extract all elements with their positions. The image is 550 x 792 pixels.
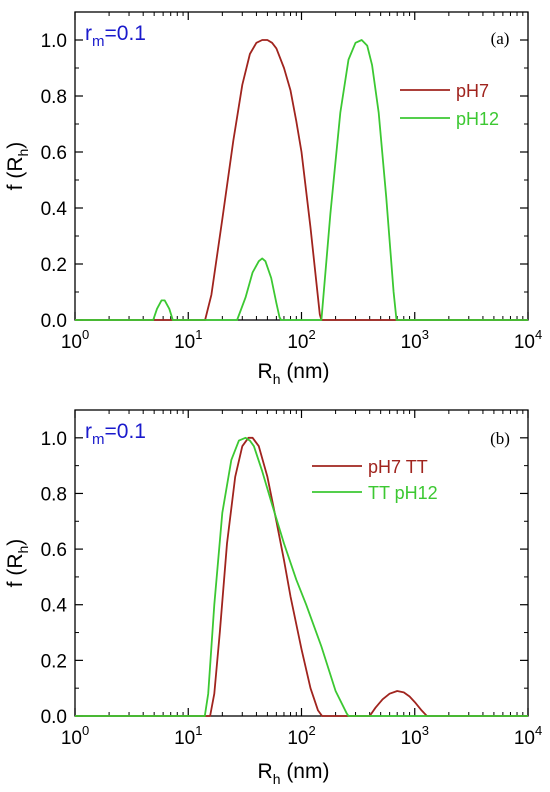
x-tick-label: 104	[514, 327, 542, 353]
y-axis-title-sub: h	[15, 149, 31, 157]
x-axis-title-tail: (nm)	[280, 360, 329, 383]
x-tick-label: 101	[174, 327, 202, 353]
x-axis-title: Rh (nm)	[258, 360, 330, 387]
panel-label: (b)	[490, 429, 510, 448]
x-tick-base: 10	[514, 728, 535, 749]
x-tick-label: 103	[401, 327, 429, 353]
y-tick-label: 0.8	[41, 87, 67, 108]
x-tick-base: 10	[287, 332, 308, 353]
rm-value: =0.1	[105, 420, 146, 443]
y-tick-label: 1.0	[41, 31, 67, 52]
x-tick-base: 10	[401, 332, 422, 353]
x-axis-title-sub: h	[273, 771, 281, 787]
x-tick-base: 10	[61, 332, 82, 353]
rm-subscript: m	[92, 33, 105, 50]
series-line-ph12	[75, 39, 528, 321]
x-tick-base: 10	[287, 728, 308, 749]
rm-annotation: rm=0.1	[85, 22, 146, 50]
series-line-ph7-tt	[75, 436, 528, 717]
x-tick-exponent: 3	[422, 723, 429, 738]
y-tick-label: 0.2	[41, 651, 67, 672]
y-axis-title-sub: h	[15, 546, 31, 554]
x-tick-label: 103	[401, 723, 429, 749]
y-tick-label: 0.6	[41, 540, 67, 561]
x-tick-label: 101	[174, 723, 202, 749]
plot-frame	[74, 409, 529, 717]
x-tick-exponent: 0	[82, 723, 89, 738]
rm-value: =0.1	[105, 22, 146, 45]
x-tick-base: 10	[61, 728, 82, 749]
y-axis-title-main: f (R	[4, 156, 27, 190]
y-tick-label: 0.4	[41, 596, 68, 617]
x-tick-exponent: 2	[308, 723, 315, 738]
x-tick-label: 104	[514, 723, 542, 749]
chart-panel-a: 100 101 102 103 1040.00.20.40.60.81.0pH7pH12…	[4, 11, 542, 387]
x-tick-exponent: 1	[195, 723, 202, 738]
legend-label: pH7	[456, 81, 489, 101]
x-axis-title-tail: (nm)	[280, 760, 329, 783]
rm-subscript: m	[92, 431, 105, 448]
panel-label: (a)	[491, 29, 510, 48]
x-tick-exponent: 3	[422, 327, 429, 342]
x-axis-title: Rh (nm)	[258, 760, 330, 787]
y-axis-title: f (Rh)	[4, 539, 31, 588]
x-tick-exponent: 4	[535, 723, 542, 738]
y-tick-label: 0.0	[41, 707, 67, 728]
rm-annotation: rm=0.1	[85, 420, 146, 448]
x-tick-label: 102	[287, 327, 315, 353]
legend-label: TT pH12	[368, 483, 438, 503]
y-tick-label: 0.2	[41, 255, 67, 276]
x-tick-base: 10	[514, 332, 535, 353]
plot-frame	[74, 11, 529, 321]
y-axis-title: f (Rh)	[4, 142, 31, 191]
legend-label: pH7 TT	[368, 457, 428, 477]
y-axis-title-tail: )	[4, 142, 27, 149]
x-tick-exponent: 2	[308, 327, 315, 342]
rm-symbol: r	[85, 22, 92, 45]
y-tick-label: 0.8	[41, 484, 67, 505]
series-line-ph7	[75, 39, 528, 321]
y-tick-label: 0.0	[41, 311, 67, 332]
x-tick-base: 10	[174, 332, 195, 353]
x-axis-title-main: R	[258, 760, 273, 783]
x-tick-label: 100	[61, 327, 89, 353]
x-tick-exponent: 1	[195, 327, 202, 342]
x-axis-title-main: R	[258, 360, 273, 383]
series-line-tt-ph12	[75, 436, 528, 717]
x-tick-exponent: 4	[535, 327, 542, 342]
x-tick-label: 102	[287, 723, 315, 749]
x-tick-base: 10	[401, 728, 422, 749]
x-axis-title-sub: h	[273, 371, 281, 387]
y-axis-title-main: f (R	[4, 553, 27, 587]
x-tick-label: 100	[61, 723, 89, 749]
y-tick-label: 0.6	[41, 143, 67, 164]
rm-symbol: r	[85, 420, 92, 443]
y-axis-title-tail: )	[4, 539, 27, 546]
y-tick-label: 1.0	[41, 429, 67, 450]
y-tick-label: 0.4	[41, 199, 68, 220]
x-tick-exponent: 0	[82, 327, 89, 342]
legend-label: pH12	[456, 109, 499, 129]
x-tick-base: 10	[174, 728, 195, 749]
